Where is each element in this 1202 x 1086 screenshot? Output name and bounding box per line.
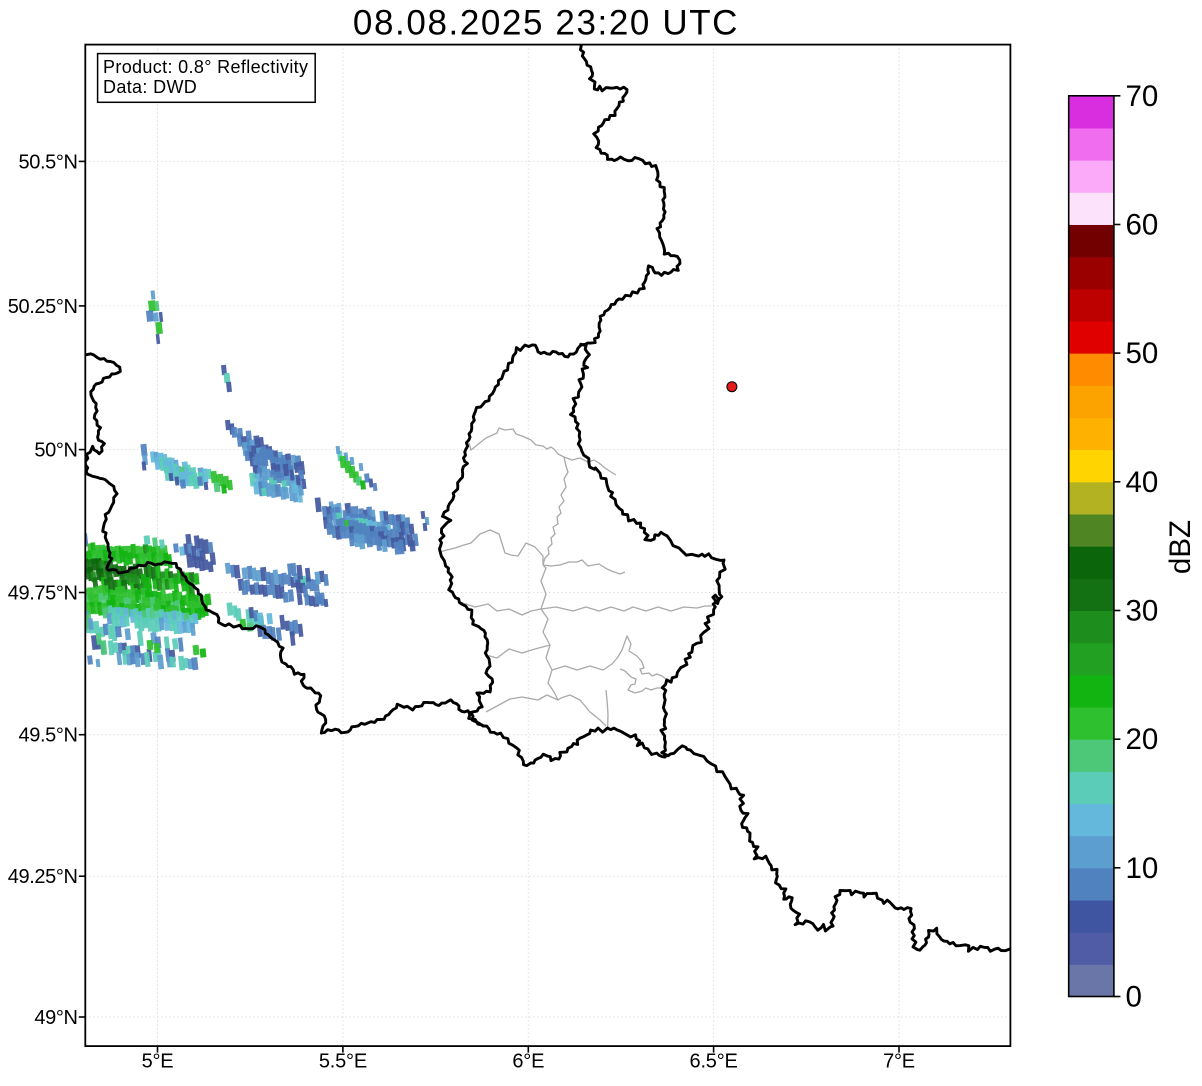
svg-text:20: 20 [1126, 723, 1159, 756]
svg-text:5°E: 5°E [142, 1051, 174, 1073]
svg-text:08.08.2025 23:20 UTC: 08.08.2025 23:20 UTC [353, 4, 739, 43]
svg-text:49.5°N: 49.5°N [19, 725, 78, 747]
svg-text:5.5°E: 5.5°E [319, 1051, 367, 1073]
svg-text:49.25°N: 49.25°N [8, 866, 78, 888]
svg-text:60: 60 [1126, 209, 1159, 242]
svg-text:7°E: 7°E [883, 1051, 915, 1073]
svg-text:6°E: 6°E [512, 1051, 544, 1073]
svg-text:50.25°N: 50.25°N [8, 296, 78, 318]
svg-text:30: 30 [1126, 595, 1159, 628]
svg-text:70: 70 [1126, 80, 1159, 113]
svg-text:50.5°N: 50.5°N [19, 151, 78, 173]
svg-text:49°N: 49°N [34, 1007, 77, 1029]
svg-text:40: 40 [1126, 466, 1159, 499]
svg-text:49.75°N: 49.75°N [8, 583, 78, 605]
svg-text:50: 50 [1126, 337, 1159, 370]
svg-text:6.5°E: 6.5°E [690, 1051, 738, 1073]
svg-text:Data: DWD: Data: DWD [103, 77, 197, 97]
svg-text:0: 0 [1126, 981, 1142, 1014]
svg-text:50°N: 50°N [34, 440, 77, 462]
svg-text:Product: 0.8° Reflectivity: Product: 0.8° Reflectivity [103, 57, 308, 77]
svg-text:10: 10 [1126, 852, 1159, 885]
svg-text:dBZ: dBZ [1164, 520, 1197, 574]
